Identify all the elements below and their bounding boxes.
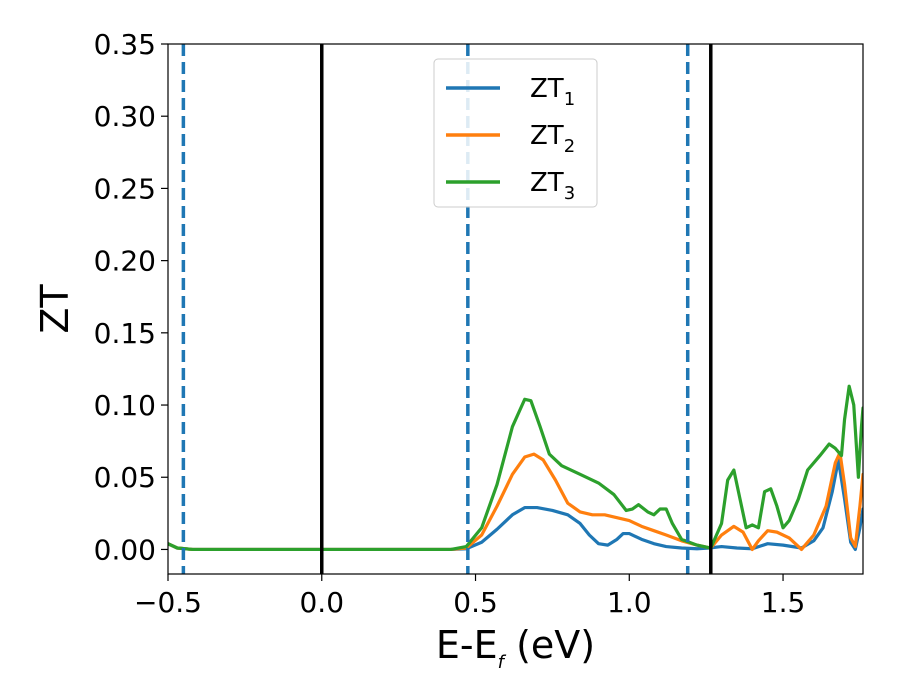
legend-label-main: ZT [530,74,564,104]
legend-label-2: ZT2 [530,121,575,157]
y-tick-label: 0.35 [94,28,156,61]
series-line-1 [168,458,863,552]
axes: −0.5 0.0 0.5 1.0 1.5 0.00 0.05 0.10 0.15 0.20 0.25… [33,28,864,673]
legend-label-main: ZT [530,168,564,198]
y-tick-label: 0.25 [94,172,156,205]
legend-label-subscript: 3 [564,183,575,204]
legend-label-1: ZT1 [530,74,575,110]
legend-label-3: ZT3 [530,168,575,204]
series-line-3 [168,384,863,552]
x-tick-label: 0.5 [453,586,498,619]
y-tick-label: 0.15 [94,317,156,350]
x-axis-title-subscript: f [498,652,507,673]
legend-label-subscript: 1 [564,89,575,110]
plot-content [168,44,863,574]
x-tick-label: 1.0 [607,586,652,619]
plot-area [168,44,863,574]
y-tick-label: 0.30 [94,100,156,133]
x-axis-title-main: E-E [436,623,498,667]
x-axis-title: E-Ef (eV) [436,623,595,673]
y-tick-label: 0.00 [94,533,156,566]
y-tick-label: 0.10 [94,389,156,422]
x-axis-title-unit: (eV) [504,623,595,667]
x-tick-label: 1.5 [761,586,806,619]
x-tick-label: −0.5 [134,586,202,619]
y-tick-label: 0.20 [94,245,156,278]
series-line-2 [168,451,863,552]
axes-frame [167,43,864,575]
y-axis-title: ZT [33,284,77,334]
legend-label-main: ZT [530,121,564,151]
x-tick-label: 0.0 [299,586,344,619]
y-tick-label: 0.05 [94,461,156,494]
legend-label-subscript: 2 [564,136,575,157]
legend-box [433,58,598,208]
